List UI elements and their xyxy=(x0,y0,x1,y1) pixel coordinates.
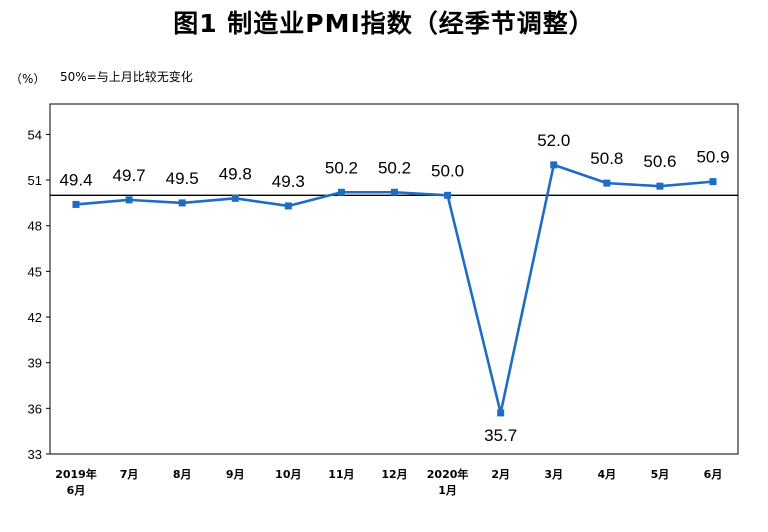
x-tick-label: 6月 xyxy=(67,484,86,497)
data-point xyxy=(656,182,664,190)
data-label: 50.9 xyxy=(696,148,729,167)
x-tick-label: 5月 xyxy=(651,468,670,481)
data-label: 49.8 xyxy=(219,164,252,183)
y-tick-label: 45 xyxy=(28,264,42,279)
data-label: 50.2 xyxy=(378,158,411,177)
y-tick-label: 51 xyxy=(28,173,42,188)
data-point xyxy=(444,191,452,199)
x-tick-label: 12月 xyxy=(381,468,407,481)
x-tick-label: 3月 xyxy=(544,468,563,481)
y-tick-label: 54 xyxy=(28,127,42,142)
chart-title: 图1 制造业PMI指数（经季节调整） xyxy=(173,9,595,38)
x-tick-label: 2月 xyxy=(491,468,510,481)
reference-note: 50%=与上月比较无变化 xyxy=(60,70,193,84)
data-point xyxy=(337,188,345,196)
x-tick-label: 4月 xyxy=(598,468,617,481)
data-label: 50.0 xyxy=(431,161,464,180)
y-tick-label: 39 xyxy=(28,356,42,371)
x-tick-label: 11月 xyxy=(328,468,354,481)
data-point xyxy=(603,179,611,187)
plot-frame xyxy=(49,103,739,455)
data-point xyxy=(72,200,80,208)
x-tick-label: 6月 xyxy=(704,468,723,481)
x-tick-label: 9月 xyxy=(226,468,245,481)
data-label: 49.4 xyxy=(59,170,92,189)
series-line xyxy=(75,163,714,415)
x-tick-label: 2019年 xyxy=(55,467,97,481)
data-point xyxy=(125,196,133,204)
data-label: 50.2 xyxy=(325,158,358,177)
x-tick-label: 1月 xyxy=(438,484,457,497)
y-tick-label: 36 xyxy=(28,401,42,416)
data-point xyxy=(178,199,186,207)
x-tick-label: 8月 xyxy=(173,468,192,481)
data-point xyxy=(391,188,398,196)
y-tick-label: 42 xyxy=(28,310,42,325)
y-tick-label: 33 xyxy=(28,447,42,462)
y-tick-label: 48 xyxy=(28,219,42,234)
data-point xyxy=(709,178,717,186)
data-label: 49.7 xyxy=(113,166,146,185)
data-label: 49.5 xyxy=(166,169,199,188)
y-axis-unit-label: （%） xyxy=(10,72,46,86)
data-point xyxy=(284,202,292,210)
x-tick-label: 7月 xyxy=(120,468,139,481)
data-label: 35.7 xyxy=(484,426,517,445)
x-tick-label: 10月 xyxy=(275,468,301,481)
data-label: 50.8 xyxy=(590,149,623,168)
data-point xyxy=(231,194,239,202)
data-label: 49.3 xyxy=(272,172,305,191)
data-point xyxy=(497,409,505,417)
data-point xyxy=(550,161,558,169)
x-tick-label: 2020年 xyxy=(427,467,469,481)
data-label: 52.0 xyxy=(537,131,570,150)
data-label: 50.6 xyxy=(643,152,676,171)
